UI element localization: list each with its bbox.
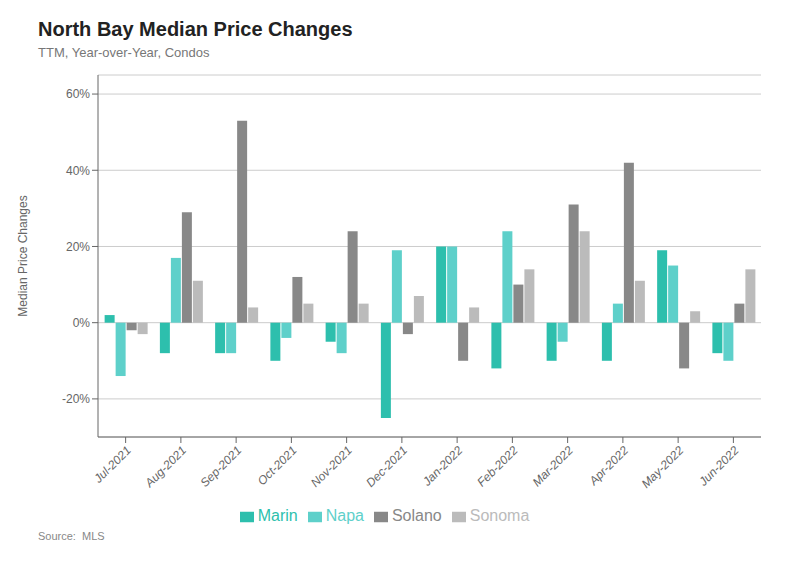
svg-text:Jul-2021: Jul-2021 (91, 443, 134, 486)
svg-text:Mar-2022: Mar-2022 (530, 443, 576, 489)
svg-text:Jan-2022: Jan-2022 (419, 443, 465, 489)
svg-text:Sep-2021: Sep-2021 (198, 443, 245, 490)
html-text:Marin: Marin (257, 507, 298, 524)
svg-text:0%: 0% (73, 316, 91, 330)
html-text:Napa: Napa (325, 507, 364, 524)
svg-text:Dec-2021: Dec-2021 (363, 443, 410, 490)
svg-text:60%: 60% (66, 87, 90, 101)
svg-text:Feb-2022: Feb-2022 (474, 443, 520, 489)
svg-text:Oct-2021: Oct-2021 (255, 443, 300, 488)
svg-text:20%: 20% (66, 240, 90, 254)
svg-text:Jun-2022: Jun-2022 (696, 443, 742, 489)
html-text:Sonoma: Sonoma (469, 507, 530, 524)
svg-text:Aug-2021: Aug-2021 (142, 443, 189, 490)
html-text:Solano: Solano (391, 507, 442, 524)
svg-text:Nov-2021: Nov-2021 (308, 443, 355, 490)
html-text:Source: MLS: Source: MLS (38, 530, 105, 542)
svg-text:Median Price Changes: Median Price Changes (16, 195, 30, 316)
svg-text:May-2022: May-2022 (639, 443, 687, 491)
html-text:North Bay Median Price Changes: North Bay Median Price Changes (38, 18, 353, 40)
svg-text:-20%: -20% (62, 392, 90, 406)
svg-text:Apr-2022: Apr-2022 (586, 443, 632, 489)
html-text:TTM, Year-over-Year, Condos: TTM, Year-over-Year, Condos (38, 45, 210, 60)
svg-text:40%: 40% (66, 164, 90, 178)
